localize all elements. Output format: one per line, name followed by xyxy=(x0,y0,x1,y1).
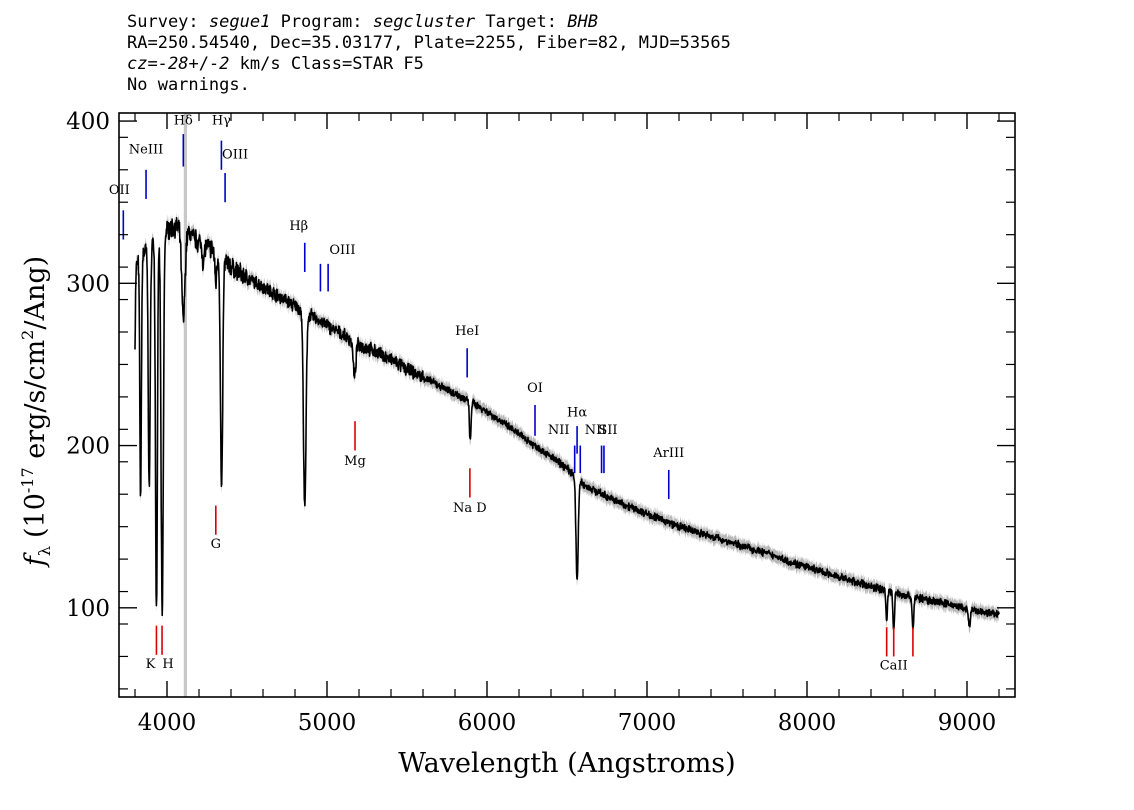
cz-plusminus: +/- xyxy=(188,54,220,74)
header-line-2: RA=250.54540, Dec=35.03177, Plate=2255, … xyxy=(127,33,731,53)
cz-equals: = xyxy=(147,54,158,74)
emission-line-label: ArIII xyxy=(652,446,684,461)
spectrum-header: Survey: segue1 Program: segcluster Targe… xyxy=(127,12,731,96)
absorption-line-label: Mg xyxy=(344,454,366,469)
emission-line-label: OIII xyxy=(222,147,248,162)
x-tick-label: 6000 xyxy=(458,710,517,736)
y-label-mid: erg/s/cm xyxy=(20,340,51,468)
y-label-pre: (10 xyxy=(20,493,51,538)
y-tick-label: 100 xyxy=(66,596,110,622)
y-label-exp: -17 xyxy=(18,467,37,493)
cz-symbol: cz xyxy=(127,54,148,74)
emission-line-label: SII xyxy=(598,423,617,438)
emission-line-label: NII xyxy=(585,423,607,438)
y-label-post: /Ang) xyxy=(20,256,51,330)
axis-ticks: 4000 5000 6000 7000 8000 9000 100 200 300 400 xyxy=(66,109,1015,736)
y-tick-label: 200 xyxy=(66,434,110,460)
header-line-1: Survey: segue1 Program: segcluster Targe… xyxy=(127,12,731,33)
program-value: segcluster xyxy=(372,12,476,32)
y-axis-label: fλ (10-17 erg/s/cm2/Ang) xyxy=(18,256,54,568)
y-tick-label: 400 xyxy=(66,109,110,135)
program-label: Program: xyxy=(280,12,363,32)
flux-spectrum-line xyxy=(134,217,1000,631)
x-tick-label: 7000 xyxy=(618,710,677,736)
survey-value: segue1 xyxy=(208,12,271,32)
flux-spectrum-layer xyxy=(134,217,1000,631)
emission-line-label: NII xyxy=(548,423,570,438)
absorption-line-label: G xyxy=(211,537,221,552)
emission-line-label: NeIII xyxy=(129,143,163,158)
absorption-line-label: Na D xyxy=(453,501,487,516)
plot-frame xyxy=(118,112,1016,698)
masked-region-layer xyxy=(183,113,187,697)
x-tick-label: 5000 xyxy=(298,710,357,736)
cz-unit-class: km/s Class=STAR F5 xyxy=(229,54,424,74)
y-label-exp2: 2 xyxy=(18,330,37,340)
y-label-f: f xyxy=(20,552,51,568)
x-tick-label: 9000 xyxy=(938,710,997,736)
survey-label: Survey: xyxy=(127,12,199,32)
x-tick-label: 4000 xyxy=(138,710,197,736)
emission-line-label: OIII xyxy=(329,243,355,258)
absorption-line-label: H xyxy=(162,657,173,672)
emission-line-label: HeI xyxy=(455,324,479,339)
absorption-line-label: K xyxy=(146,657,156,672)
target-label: Target: xyxy=(485,12,557,32)
masked-region xyxy=(183,113,187,697)
target-value: BHB xyxy=(567,12,598,32)
x-tick-label: 8000 xyxy=(778,710,837,736)
emission-line-label: Hα xyxy=(567,405,587,420)
header-line-3: cz=-28+/-2 km/s Class=STAR F5 xyxy=(127,54,731,75)
y-label-sub: λ xyxy=(35,546,54,556)
cz-value: -28 xyxy=(157,54,189,74)
absorption-line-label: CaII xyxy=(880,658,908,673)
emission-line-label: Hδ xyxy=(174,113,193,128)
header-line-4: No warnings. xyxy=(127,75,250,95)
y-tick-label: 300 xyxy=(66,271,110,297)
emission-line-label: OI xyxy=(527,381,543,396)
emission-line-label: Hβ xyxy=(289,219,308,234)
x-axis-label: Wavelength (Angstroms) xyxy=(398,748,735,779)
cz-error: 2 xyxy=(219,54,230,74)
emission-line-label: Hγ xyxy=(212,113,231,128)
